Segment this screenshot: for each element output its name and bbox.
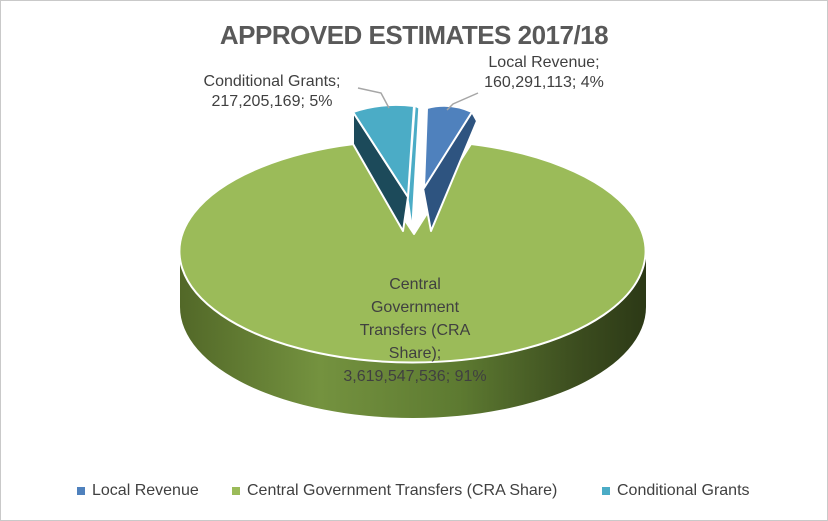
legend-item-local-revenue[interactable]: Local Revenue	[77, 480, 199, 502]
pie-slice-conditional-grants[interactable]	[352, 103, 415, 198]
legend-item-conditional-grants[interactable]: Conditional Grants	[602, 480, 750, 502]
legend-swatch-central-government-icon	[232, 487, 240, 495]
legend-label-conditional-grants: Conditional Grants	[617, 482, 750, 499]
data-label-local-revenue-line2: 160,291,113; 4%	[484, 74, 604, 91]
data-label-conditional-grants: Conditional Grants; 217,205,169; 5%	[172, 72, 372, 112]
legend-swatch-conditional-grants-icon	[602, 487, 610, 495]
legend-swatch-local-revenue-icon	[77, 487, 85, 495]
data-label-central-line4: Share);	[388, 345, 442, 362]
data-label-local-revenue: Local Revenue; 160,291,113; 4%	[414, 53, 674, 93]
legend-label-local-revenue: Local Revenue	[92, 482, 199, 499]
data-label-conditional-grants-line1: Conditional Grants;	[203, 73, 341, 90]
data-label-central-line1: Central	[389, 276, 441, 293]
data-label-central-line3: Transfers (CRA	[359, 322, 471, 339]
leader-line-conditional-grants	[357, 87, 390, 109]
data-label-central-line2: Government	[370, 299, 460, 316]
legend: Local Revenue Central Government Transfe…	[1, 480, 827, 504]
data-label-local-revenue-line1: Local Revenue;	[488, 54, 600, 71]
pie-slice-central-government[interactable]	[178, 143, 647, 364]
pie-slice-local-revenue[interactable]	[423, 104, 473, 189]
pie-rim-central-government[interactable]	[180, 252, 646, 418]
data-label-central-government: Central Government Transfers (CRA Share)…	[295, 273, 535, 388]
legend-label-central-government: Central Government Transfers (CRA Share)	[247, 482, 558, 499]
leader-line-local-revenue	[446, 92, 479, 111]
data-label-central-line5: 3,619,547,536; 91%	[343, 368, 487, 385]
pie-slice-conditional-grants-edge[interactable]	[407, 105, 420, 229]
chart-title: APPROVED ESTIMATES 2017/18	[219, 20, 609, 50]
data-label-conditional-grants-line2: 217,205,169; 5%	[211, 93, 333, 110]
legend-item-central-government[interactable]: Central Government Transfers (CRA Share)	[232, 480, 557, 502]
